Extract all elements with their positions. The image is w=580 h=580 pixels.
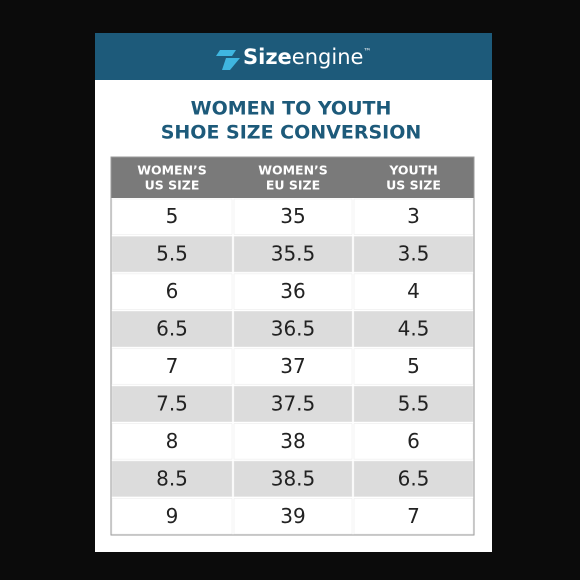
logo-stripe <box>222 58 240 70</box>
cell <box>233 198 353 235</box>
header-bar <box>95 33 492 80</box>
cell-text: 36 <box>280 279 305 303</box>
cell-text: 3.5 <box>398 242 430 266</box>
column-header: WOMEN’S <box>137 163 207 178</box>
cell-text: 4.5 <box>398 317 430 341</box>
cell-text: 8.5 <box>156 466 188 490</box>
cell-text: 9 <box>166 504 179 528</box>
cell <box>233 311 353 348</box>
cell <box>111 348 233 385</box>
logo-icon <box>216 50 240 70</box>
title-line: WOMEN TO YOUTH <box>191 98 392 120</box>
cell <box>233 498 353 535</box>
cell <box>353 311 474 348</box>
cell <box>353 348 474 385</box>
cell-text: 7.5 <box>156 391 188 415</box>
cell <box>111 236 233 273</box>
cell-text: 35 <box>280 204 305 228</box>
cell-text: 3 <box>407 204 420 228</box>
cell <box>111 460 233 497</box>
cell-text: 7 <box>407 504 420 528</box>
cell-text: 5 <box>166 204 179 228</box>
cell-text: 5.5 <box>156 242 188 266</box>
cell <box>353 498 474 535</box>
logo-tm: ™ <box>363 47 371 56</box>
table-header <box>111 157 474 198</box>
column-header: YOUTH <box>388 163 437 178</box>
cell <box>111 311 233 348</box>
title-line: SHOE SIZE CONVERSION <box>161 122 422 144</box>
cell <box>111 498 233 535</box>
cell <box>353 236 474 273</box>
cell <box>111 273 233 310</box>
cell-text: 35.5 <box>271 242 316 266</box>
cell <box>111 198 233 235</box>
column-header: EU SIZE <box>266 178 320 193</box>
cell <box>353 273 474 310</box>
cell-text: 8 <box>166 429 179 453</box>
cell-text: 5.5 <box>398 391 430 415</box>
cell-text: 6 <box>407 429 420 453</box>
cell <box>233 385 353 422</box>
logo-text: Sizeengine™ <box>243 45 371 69</box>
cell-text: 37 <box>280 354 305 378</box>
column-header: US SIZE <box>145 178 200 193</box>
cell-text: 36.5 <box>271 317 316 341</box>
cell-text: 6.5 <box>156 317 188 341</box>
cell <box>233 236 353 273</box>
cell <box>353 198 474 235</box>
logo-stripe <box>216 50 236 56</box>
cell-text: 4 <box>407 279 420 303</box>
cell-text: 39 <box>280 504 305 528</box>
cell-text: 6.5 <box>398 466 430 490</box>
cell-text: 38.5 <box>271 466 316 490</box>
cell <box>353 385 474 422</box>
cell <box>353 423 474 460</box>
cell-text: 38 <box>280 429 305 453</box>
cell <box>233 273 353 310</box>
cell-text: 7 <box>166 354 179 378</box>
logo-bold: Size <box>243 45 292 69</box>
cell <box>111 385 233 422</box>
table-border <box>110 156 475 536</box>
cell <box>233 348 353 385</box>
cell <box>233 423 353 460</box>
cell <box>111 423 233 460</box>
column-header: WOMEN’S <box>258 163 328 178</box>
cell-text: 6 <box>166 279 179 303</box>
column-header: US SIZE <box>386 178 441 193</box>
cell <box>353 460 474 497</box>
cell-text: 5 <box>407 354 420 378</box>
cell <box>233 460 353 497</box>
logo-light: engine <box>292 45 364 69</box>
cell-text: 37.5 <box>271 391 316 415</box>
